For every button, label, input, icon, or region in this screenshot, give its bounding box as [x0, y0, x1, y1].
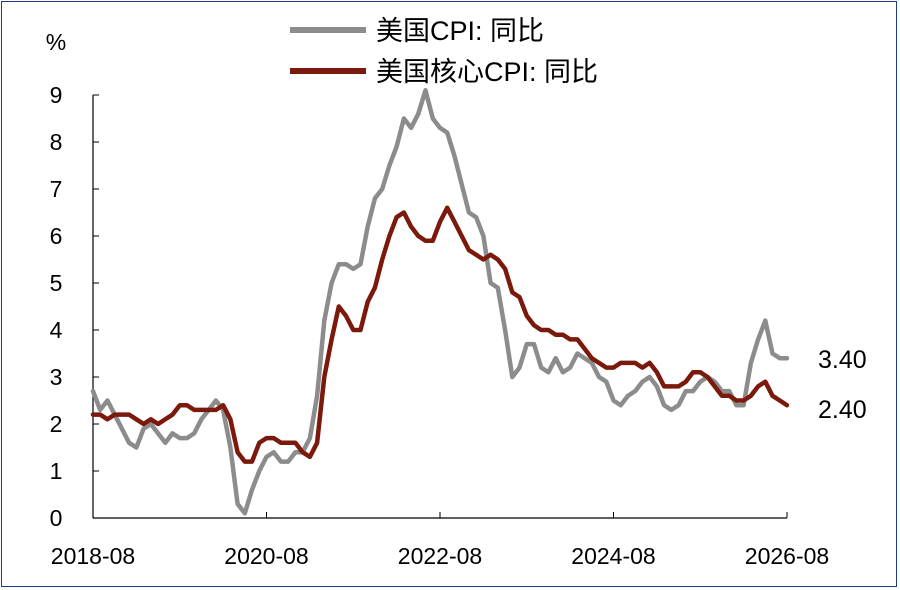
- y-tick-label: 2: [50, 411, 63, 437]
- x-tick-label: 2026-08: [745, 543, 829, 569]
- y-tick-label: 3: [50, 364, 63, 390]
- x-tick-label: 2024-08: [571, 543, 655, 569]
- x-tick-label: 2020-08: [224, 543, 308, 569]
- y-tick-label: 8: [50, 129, 63, 155]
- series-line-1: [90, 205, 790, 464]
- y-tick-label: 9: [50, 82, 63, 108]
- end-label-1: 2.40: [818, 396, 867, 424]
- end-label-0: 3.40: [818, 346, 867, 374]
- y-tick-label: 7: [50, 176, 63, 202]
- y-tick-label: 6: [50, 223, 63, 249]
- axes: % 0 1 2 3 4 5 6 7 8 9 2018-08 2020-08 2022-08 2024-08 2…: [46, 29, 829, 569]
- y-tick-label: 1: [50, 458, 63, 484]
- legend-label-0: 美国CPI: 同比: [376, 16, 544, 46]
- x-tick-label: 2018-08: [51, 543, 135, 569]
- x-tick-label: 2022-08: [398, 543, 482, 569]
- y-axis-unit: %: [46, 29, 66, 55]
- y-tick-label: 0: [50, 505, 63, 531]
- series-group: [90, 88, 790, 516]
- end-labels: 3.40 2.40: [818, 346, 867, 424]
- series-line-0: [90, 88, 790, 516]
- y-tick-label: 5: [50, 270, 63, 296]
- legend-label-1: 美国核心CPI: 同比: [376, 57, 598, 87]
- y-tick-label: 4: [50, 317, 63, 343]
